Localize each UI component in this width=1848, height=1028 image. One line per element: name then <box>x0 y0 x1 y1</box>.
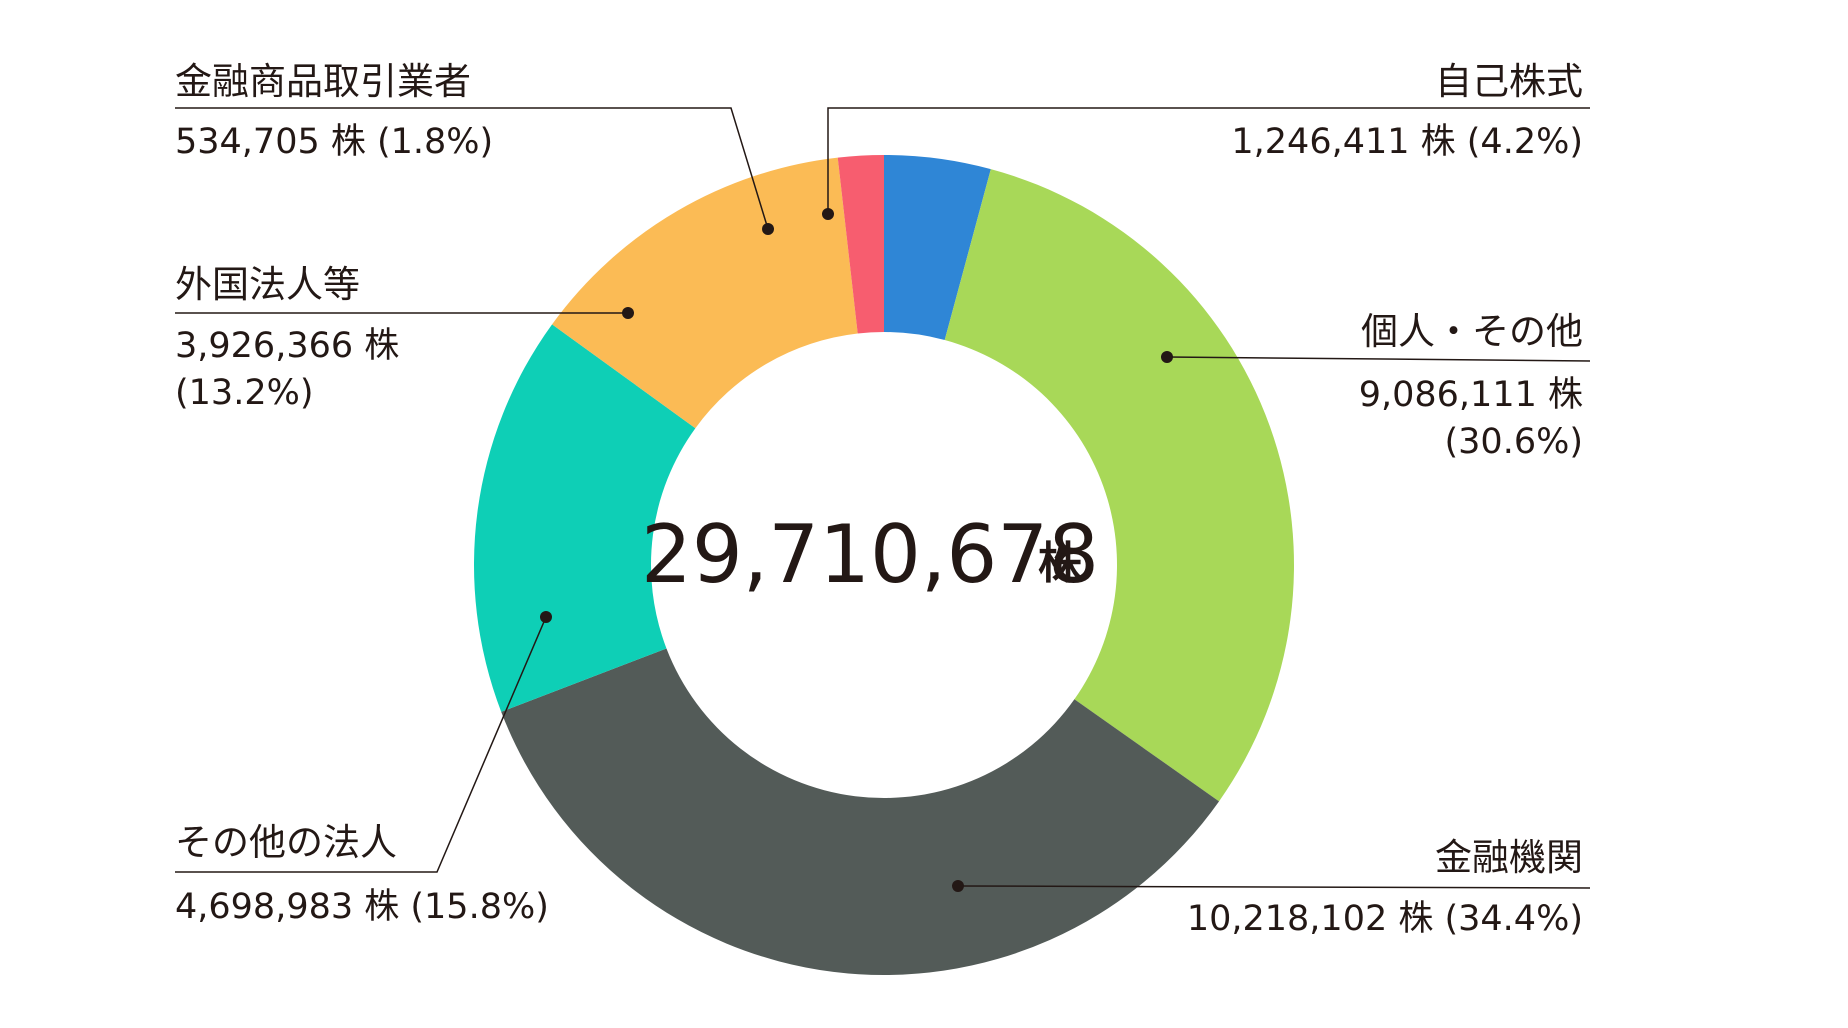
slice-value-kojin-1: 9,086,111 株 <box>1359 375 1583 415</box>
leader-line-jiko <box>827 107 1590 214</box>
slice-value-gaikoku-2: (13.2%) <box>175 373 314 413</box>
slice-label-kinyu: 金融機関 <box>1435 836 1583 879</box>
leader-dot-gaikoku <box>622 307 634 319</box>
slice-kojin <box>944 169 1294 802</box>
slice-label-sonota: その他の法人 <box>175 821 397 864</box>
leader-line-kinyu <box>957 885 1591 889</box>
leader-line-sonota <box>175 616 547 873</box>
leader-dot-kojin <box>1161 351 1173 363</box>
slice-sonota <box>473 324 696 712</box>
slice-label-kojin: 個人・その他 <box>1361 310 1583 353</box>
leader-line-shoken <box>175 107 769 230</box>
leader-dot-kinyu <box>952 880 964 892</box>
slice-value-sonota: 4,698,983 株 (15.8%) <box>175 887 549 927</box>
donut-slices <box>473 155 1294 975</box>
leader-line-kojin <box>1166 356 1591 362</box>
slice-gaikoku <box>552 157 858 429</box>
total-unit: 株 <box>1038 538 1083 589</box>
slice-shoken <box>837 155 884 334</box>
total-value: 29,710,678 <box>641 508 1099 601</box>
leader-dot-sonota <box>540 611 552 623</box>
slice-value-gaikoku-1: 3,926,366 株 <box>175 326 399 366</box>
leader-dot-shoken <box>762 223 774 235</box>
leader-dot-jiko <box>822 208 834 220</box>
slice-value-jiko: 1,246,411 株 (4.2%) <box>1231 122 1583 162</box>
slice-value-kojin-2: (30.6%) <box>1445 422 1584 462</box>
slice-kinyu <box>501 648 1220 975</box>
slice-jiko <box>884 155 991 341</box>
slice-label-shoken: 金融商品取引業者 <box>175 60 471 103</box>
slice-label-jiko: 自己株式 <box>1435 60 1583 103</box>
slice-value-shoken: 534,705 株 (1.8%) <box>175 122 493 162</box>
slice-label-gaikoku: 外国法人等 <box>175 263 360 306</box>
slice-value-kinyu: 10,218,102 株 (34.4%) <box>1187 899 1583 939</box>
